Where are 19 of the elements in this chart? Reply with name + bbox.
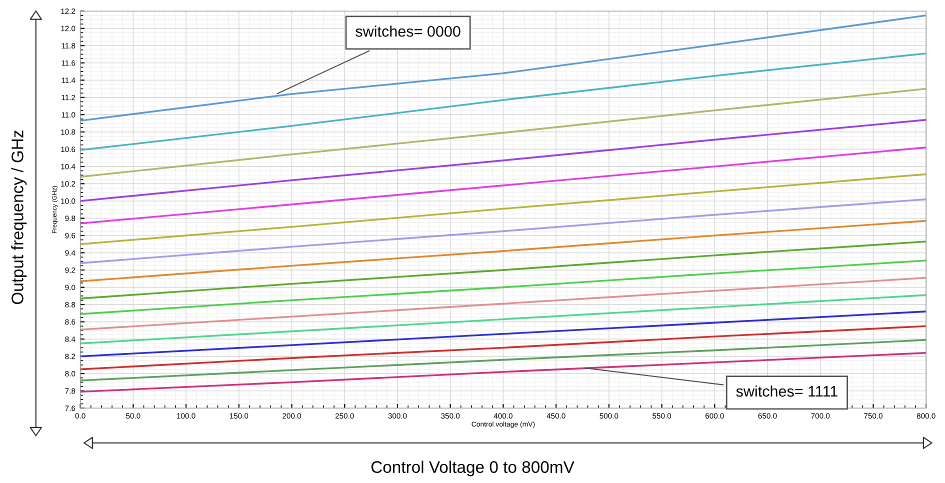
line-series xyxy=(80,14,926,122)
line-series xyxy=(80,52,926,151)
text: Control Voltage 0 to 800mV xyxy=(371,460,574,476)
line-series xyxy=(80,88,926,178)
text: Output frequency / GHz xyxy=(11,130,27,304)
line-series xyxy=(80,339,926,382)
line-series xyxy=(80,240,926,300)
annotation: switches= 1111 xyxy=(736,385,838,397)
annotation: switches= 0000 xyxy=(356,26,460,37)
line-series xyxy=(80,220,926,282)
line-series xyxy=(80,146,926,224)
line-series xyxy=(80,325,926,370)
line-series xyxy=(80,260,926,315)
line-series xyxy=(80,310,926,358)
line-series xyxy=(80,198,926,264)
line-series xyxy=(80,294,926,344)
line-series xyxy=(80,118,926,202)
line-series xyxy=(80,173,926,246)
line-series xyxy=(80,276,926,330)
